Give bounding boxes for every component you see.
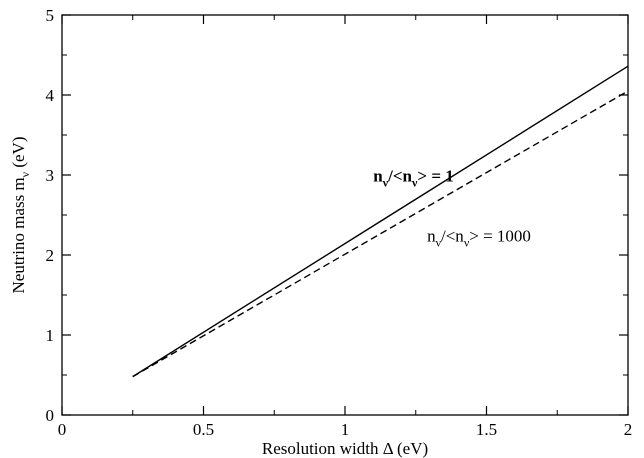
annotation-text: /<n — [387, 166, 412, 185]
x-tick-label: 0 — [58, 420, 67, 439]
y-axis-label: Neutrino mass mν (eV) — [9, 137, 32, 294]
annotation-ratio-1: nν/<nν> = 1 — [373, 166, 453, 189]
annotation-text: n — [373, 166, 383, 185]
annotation-subscript: ν — [382, 175, 389, 189]
solid-series-line — [132, 65, 629, 378]
y-tick-label: 1 — [46, 326, 55, 345]
x-tick-label: 2 — [624, 420, 633, 439]
annotation-subscript: ν — [411, 175, 418, 189]
y-tick-label: 3 — [46, 166, 55, 185]
annotation-text: n — [427, 226, 436, 245]
y-tick-label: 4 — [46, 86, 55, 105]
dashed-series-line — [132, 90, 629, 378]
annotation-text: > = 1 — [417, 166, 453, 185]
x-tick-label: 1 — [341, 420, 350, 439]
plot-frame — [61, 14, 629, 416]
series-lines — [132, 65, 629, 378]
y-axis-label-main: Neutrino mass m — [9, 177, 28, 293]
annotations: nν/<nν> = 1nν/<nν> = 1000 — [373, 166, 531, 249]
annotation-text: /<n — [441, 226, 464, 245]
annotation-text: > = 1000 — [469, 226, 531, 245]
annotation-ratio-1000: nν/<nν> = 1000 — [427, 226, 531, 249]
y-axis-label-unit: (eV) — [9, 137, 28, 172]
y-axis-label-sub: ν — [18, 171, 32, 177]
x-axis-label: Resolution width Δ (eV) — [262, 439, 428, 458]
axis-ticks — [61, 14, 629, 416]
x-tick-label: 0.5 — [193, 420, 214, 439]
annotation-subscript: ν — [436, 235, 442, 249]
annotation-subscript: ν — [464, 235, 470, 249]
y-tick-label: 2 — [46, 246, 55, 265]
x-tick-label: 1.5 — [476, 420, 497, 439]
y-tick-label: 5 — [46, 6, 55, 25]
axis-tick-labels: 0 0.5 1 1.5 2 0 1 2 3 4 5 — [46, 6, 633, 439]
y-tick-label: 0 — [46, 406, 55, 425]
